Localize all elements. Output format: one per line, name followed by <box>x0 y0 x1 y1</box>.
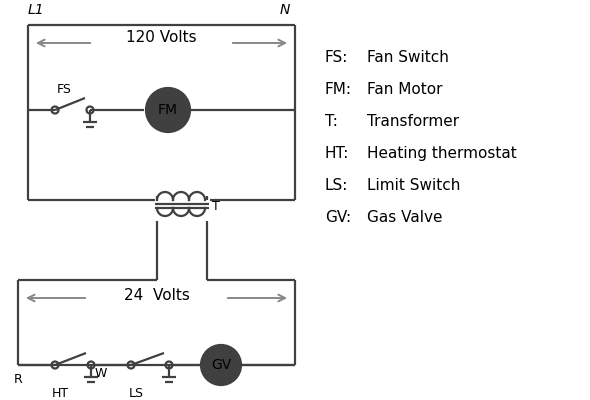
Text: L1: L1 <box>28 3 45 17</box>
Text: 120 Volts: 120 Volts <box>126 30 197 45</box>
Text: R: R <box>14 373 22 386</box>
Text: T:: T: <box>325 114 338 129</box>
Text: 24  Volts: 24 Volts <box>123 288 189 303</box>
Text: Gas Valve: Gas Valve <box>367 210 442 225</box>
Text: GV: GV <box>211 358 231 372</box>
Text: GV:: GV: <box>325 210 351 225</box>
Text: W: W <box>95 367 107 380</box>
Text: N: N <box>280 3 290 17</box>
Text: FS:: FS: <box>325 50 348 65</box>
Text: HT: HT <box>51 387 68 400</box>
Text: FM:: FM: <box>325 82 352 97</box>
Text: Fan Motor: Fan Motor <box>367 82 442 97</box>
Text: HT:: HT: <box>325 146 349 161</box>
Circle shape <box>201 345 241 385</box>
Circle shape <box>146 88 190 132</box>
Text: T: T <box>212 200 219 212</box>
Text: Heating thermostat: Heating thermostat <box>367 146 517 161</box>
Text: FM: FM <box>158 103 178 117</box>
Text: LS:: LS: <box>325 178 348 193</box>
Text: LS: LS <box>129 387 143 400</box>
Text: FS: FS <box>57 83 72 96</box>
Text: Fan Switch: Fan Switch <box>367 50 449 65</box>
Text: Limit Switch: Limit Switch <box>367 178 460 193</box>
Text: Transformer: Transformer <box>367 114 459 129</box>
